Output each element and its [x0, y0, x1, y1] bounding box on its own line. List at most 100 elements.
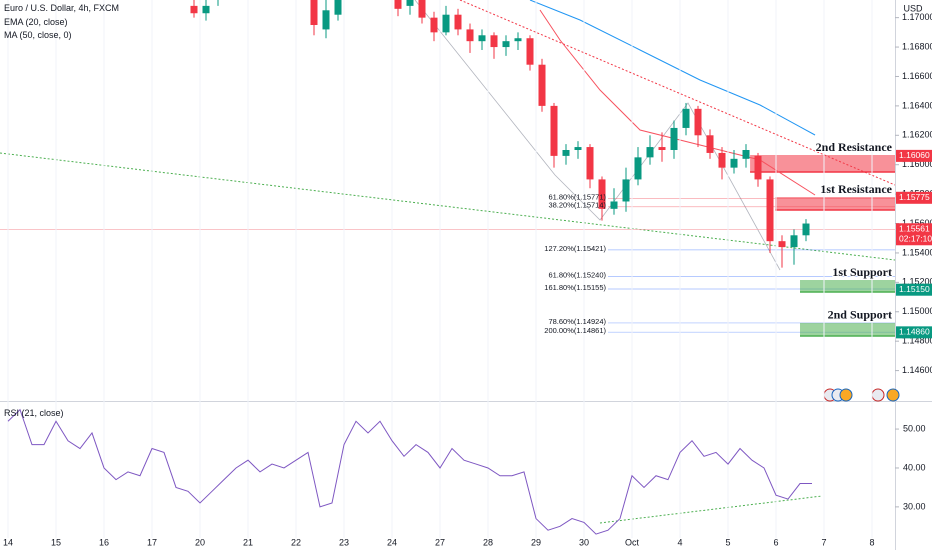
- symbol-title: Euro / U.S. Dollar, 4h, FXCM: [4, 3, 120, 13]
- fib-label: 127.20%(1.15421): [544, 244, 606, 253]
- indicator-legend: EMA (20, close): [4, 17, 68, 27]
- zone: [750, 155, 895, 173]
- y-tick-label: 1.17000: [902, 12, 932, 22]
- x-tick-label: 29: [531, 537, 541, 547]
- candle-body: [310, 0, 318, 25]
- candle-body: [694, 108, 702, 136]
- x-tick-label: 23: [339, 537, 349, 547]
- flag-icon: [839, 388, 853, 402]
- zone-label: 1st Resistance: [820, 182, 892, 196]
- candle-body: [670, 127, 678, 150]
- currency-label: USD: [903, 3, 923, 13]
- fib-label: 61.80%(1.15240): [548, 270, 606, 279]
- candle-body: [802, 223, 810, 236]
- candle-body: [442, 14, 450, 33]
- candle-body: [514, 38, 522, 42]
- x-tick-label: 20: [195, 537, 205, 547]
- rsi-title: RSI (21, close): [4, 408, 64, 418]
- y-tick-label: 1.16200: [902, 130, 932, 140]
- candle-body: [454, 14, 462, 30]
- candle-body: [790, 235, 798, 248]
- x-tick-label: 28: [483, 537, 493, 547]
- candle-body: [334, 0, 342, 15]
- price-label-box: [896, 149, 932, 162]
- x-tick-label: 8: [870, 537, 875, 547]
- x-tick-label: 15: [51, 537, 61, 547]
- x-tick-label: 6: [773, 537, 778, 547]
- candle-body: [586, 147, 594, 180]
- price-label: 1.15150: [899, 284, 930, 294]
- x-tick-label: 16: [99, 537, 109, 547]
- y-tick-label: 30.00: [903, 501, 926, 511]
- rsi-trendline: [599, 495, 823, 524]
- y-tick-label: 1.15600: [902, 218, 932, 228]
- candle-body: [742, 150, 750, 159]
- y-tick-label: 50.00: [903, 423, 926, 433]
- price-label-box: [896, 326, 932, 339]
- fib-label: 78.60%(1.14924): [548, 317, 606, 326]
- currency-icons: [823, 388, 900, 402]
- candle-body: [730, 158, 738, 168]
- y-tick-label: 1.16400: [902, 100, 932, 110]
- y-tick-label: 1.16600: [902, 71, 932, 81]
- fib-label: 38.20%(1.15714): [548, 201, 606, 210]
- y-tick-label: 1.16000: [902, 159, 932, 169]
- y-tick-label: 1.15000: [902, 306, 932, 316]
- y-tick-label: 1.16800: [902, 41, 932, 51]
- zone: [800, 322, 895, 337]
- candle-body: [574, 147, 582, 150]
- candle-body: [538, 64, 546, 106]
- candle-body: [202, 5, 210, 14]
- candle-body: [658, 147, 666, 150]
- y-tick-label: 1.14800: [902, 336, 932, 346]
- overlay-line: [529, 0, 816, 136]
- candle-body: [766, 179, 774, 242]
- x-tick-label: 7: [821, 537, 826, 547]
- price-label: 1.16060: [899, 150, 930, 160]
- flag-icon: [871, 388, 885, 402]
- candle-body: [634, 157, 642, 180]
- candle-body: [622, 179, 630, 202]
- candle-body: [718, 152, 726, 168]
- candle-body: [646, 147, 654, 158]
- flag-icon: [886, 388, 900, 402]
- candle-body: [550, 105, 558, 156]
- zone-label: 1st Support: [832, 265, 892, 279]
- y-tick-label: 1.14600: [902, 365, 932, 375]
- candle-body: [562, 150, 570, 156]
- indicator-legend: MA (50, close, 0): [4, 30, 72, 40]
- x-tick-label: 30: [579, 537, 589, 547]
- fib-label: 61.80%(1.15771): [548, 192, 606, 201]
- candle-body: [322, 10, 330, 30]
- x-tick-label: 5: [725, 537, 730, 547]
- candle-body: [478, 35, 486, 42]
- zone-label: 2nd Support: [828, 308, 892, 322]
- candle-body: [418, 0, 426, 18]
- candle-body: [526, 38, 534, 65]
- x-tick-label: 24: [387, 537, 397, 547]
- price-label: 1.15561: [899, 224, 930, 234]
- price-label-box: [896, 283, 932, 296]
- candle-body: [598, 179, 606, 209]
- x-tick-label: Oct: [625, 537, 640, 547]
- x-tick-label: 22: [291, 537, 301, 547]
- candle-body: [406, 0, 414, 6]
- candle-body: [610, 201, 618, 209]
- x-tick-label: 4: [677, 537, 682, 547]
- price-label: 1.14860: [899, 327, 930, 337]
- y-tick-label: 40.00: [903, 462, 926, 472]
- candle-body: [490, 35, 498, 48]
- candle-body: [466, 29, 474, 42]
- x-tick-label: 21: [243, 537, 253, 547]
- price-label-box: [896, 223, 932, 246]
- rsi-line: [7, 408, 813, 535]
- candle-body: [430, 17, 438, 33]
- x-tick-label: 14: [3, 537, 13, 547]
- zone: [775, 197, 895, 210]
- candle-body: [190, 5, 198, 14]
- countdown-label: 02:17:10: [899, 234, 932, 244]
- price-label: 1.15775: [899, 192, 930, 202]
- price-pane: [0, 0, 895, 337]
